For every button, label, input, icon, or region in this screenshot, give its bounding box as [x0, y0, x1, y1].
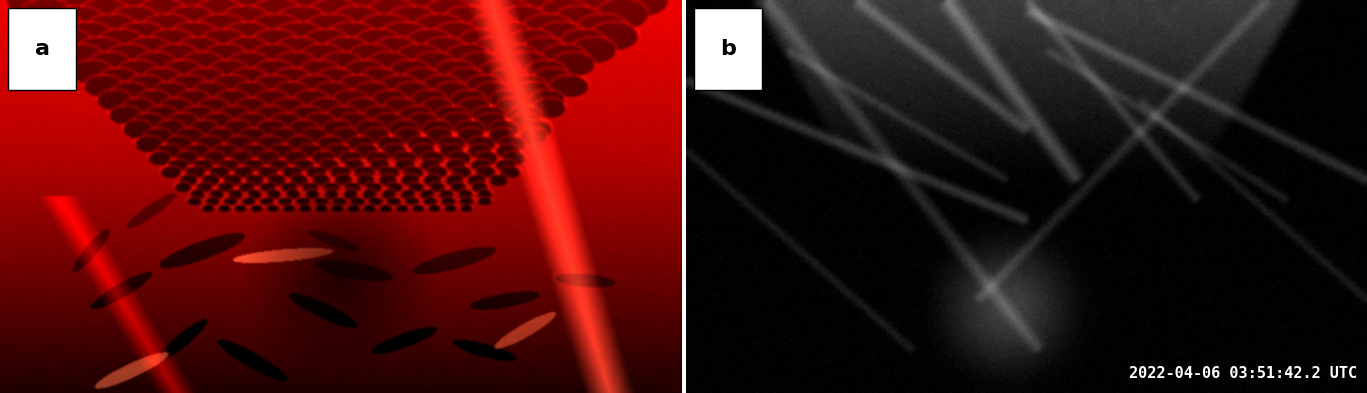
Text: b: b	[720, 39, 735, 59]
FancyBboxPatch shape	[693, 8, 761, 90]
FancyBboxPatch shape	[8, 8, 77, 90]
Text: 2022-04-06 03:51:42.2 UTC: 2022-04-06 03:51:42.2 UTC	[1129, 366, 1357, 381]
Text: a: a	[34, 39, 49, 59]
